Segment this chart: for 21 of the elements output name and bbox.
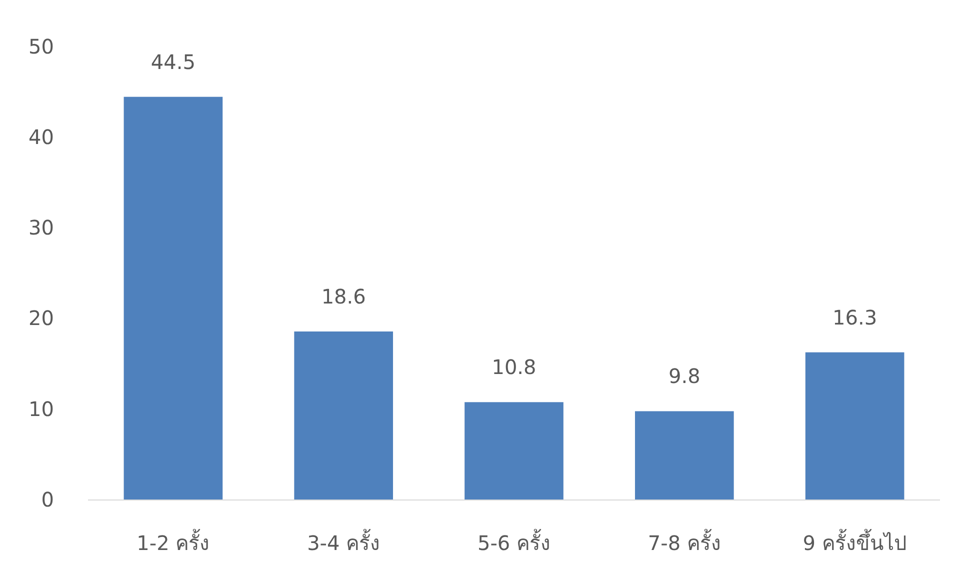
data-label: 10.8 (492, 355, 536, 380)
bar (294, 331, 394, 500)
y-tick-label: 20 (28, 306, 54, 330)
x-tick-label: 7-8 ครั้ง (648, 529, 721, 556)
y-tick-label: 40 (28, 125, 54, 149)
x-tick-label: 5-6 ครั้ง (477, 529, 551, 556)
data-label: 18.6 (321, 284, 366, 308)
data-label: 44.5 (150, 50, 196, 74)
x-tick-label: 3-4 ครั้ง (307, 529, 380, 556)
data-label: 9.8 (668, 364, 700, 388)
bar (805, 352, 904, 500)
y-tick-label: 10 (28, 396, 54, 421)
bar (464, 402, 564, 500)
x-tick-label: 1-2 ครั้ง (136, 529, 210, 556)
y-tick-label: 30 (28, 216, 54, 240)
x-tick-label: 9 ครั้งขึ้นไป (802, 529, 907, 556)
bar (634, 411, 734, 500)
bar (124, 96, 223, 500)
y-tick-label: 50 (28, 34, 54, 58)
data-label: 16.3 (832, 305, 878, 330)
y-tick-label: 0 (41, 487, 54, 512)
